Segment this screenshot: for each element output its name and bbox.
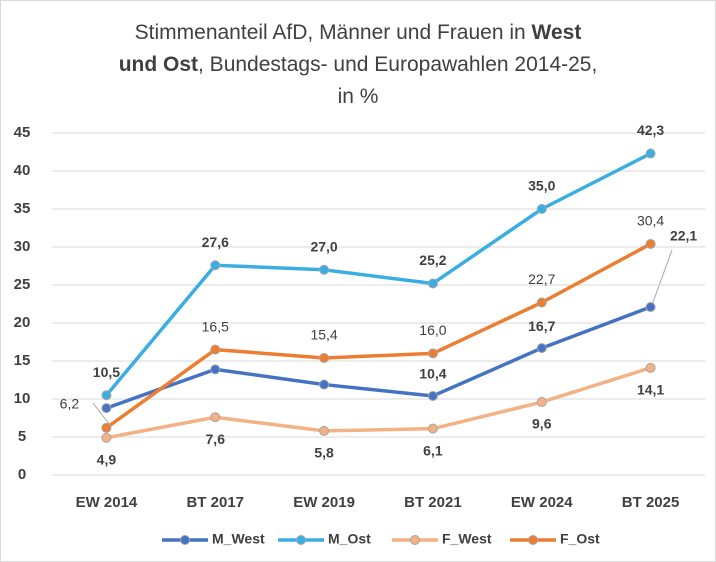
- point-marker: [210, 364, 221, 375]
- legend-label: M_Ost: [328, 531, 371, 547]
- data-label: 15,4: [310, 327, 337, 343]
- data-label: 22,7: [528, 271, 555, 287]
- data-label: 27,6: [202, 234, 229, 250]
- data-label: 16,7: [528, 318, 555, 334]
- data-label: 42,3: [637, 122, 664, 138]
- chart-title: Stimmenanteil AfD, Männer und Frauen in …: [135, 21, 582, 44]
- legend-label: M_West: [212, 531, 265, 547]
- series-line: [105, 242, 652, 430]
- y-tick-label: 10: [14, 390, 31, 407]
- point-marker: [101, 403, 112, 414]
- x-tick-label: EW 2024: [511, 494, 573, 511]
- x-tick-label: EW 2014: [76, 494, 138, 511]
- data-label: 16,0: [419, 322, 446, 338]
- point-marker: [101, 390, 112, 401]
- data-label: 4,9: [97, 451, 117, 467]
- title-part: und Ost: [119, 53, 198, 76]
- data-label: 10,5: [93, 364, 120, 380]
- point-marker: [210, 344, 221, 355]
- point-marker: [427, 390, 438, 401]
- point-marker: [427, 348, 438, 359]
- point-marker: [536, 297, 547, 308]
- leader-line: [651, 249, 673, 306]
- data-label: 7,6: [206, 431, 226, 447]
- x-tick-label: BT 2025: [622, 494, 680, 511]
- legend-label: F_Ost: [560, 531, 600, 547]
- y-tick-label: 15: [14, 352, 31, 369]
- title-part: West: [532, 21, 582, 44]
- series-line: [105, 151, 652, 397]
- point-marker: [319, 425, 330, 436]
- data-label: 30,4: [637, 213, 664, 229]
- data-label: 6,2: [60, 396, 80, 412]
- data-label: 9,6: [532, 416, 552, 432]
- y-tick-label: 25: [14, 276, 31, 293]
- data-label: 35,0: [528, 178, 555, 194]
- y-tick-label: 20: [14, 314, 31, 331]
- chart-title: und Ost, Bundestags- und Europawahlen 20…: [119, 53, 598, 76]
- y-tick-label: 40: [14, 162, 31, 179]
- legend-marker: [528, 535, 538, 545]
- legend-label: F_West: [442, 531, 492, 547]
- data-label: 14,1: [637, 382, 664, 398]
- leader-line: [92, 402, 111, 426]
- y-tick-label: 45: [14, 124, 31, 141]
- point-marker: [101, 422, 112, 433]
- y-tick-label: 35: [14, 200, 31, 217]
- data-label: 16,5: [202, 318, 229, 334]
- point-marker: [536, 204, 547, 214]
- data-label: 22,1: [670, 228, 697, 244]
- point-marker: [210, 412, 221, 423]
- y-tick-label: 5: [18, 428, 26, 445]
- point-marker: [427, 278, 438, 289]
- data-label: 6,1: [423, 442, 443, 458]
- x-tick-label: BT 2021: [404, 494, 462, 511]
- data-label: 10,4: [419, 366, 446, 382]
- legend-marker: [180, 535, 190, 545]
- data-label: 27,0: [310, 239, 337, 255]
- point-marker: [645, 302, 656, 313]
- data-label: 5,8: [314, 445, 334, 461]
- point-marker: [536, 397, 547, 408]
- point-marker: [645, 238, 656, 249]
- point-marker: [210, 260, 221, 271]
- title-part: Stimmenanteil AfD, Männer und Frauen in: [135, 21, 532, 44]
- point-marker: [645, 362, 656, 373]
- point-marker: [319, 379, 330, 390]
- legend-marker: [296, 535, 306, 545]
- x-tick-label: EW 2019: [293, 494, 355, 511]
- chart-title: in %: [338, 85, 379, 108]
- data-label: 25,2: [419, 252, 446, 268]
- point-marker: [319, 264, 330, 275]
- series-line: [106, 366, 652, 440]
- y-tick-label: 30: [14, 238, 31, 255]
- title-part: in %: [338, 85, 379, 108]
- series-line: [105, 305, 652, 410]
- x-tick-label: BT 2017: [186, 494, 244, 511]
- legend-marker: [410, 535, 420, 545]
- point-marker: [645, 148, 656, 159]
- y-tick-label: 0: [18, 466, 26, 483]
- point-marker: [319, 352, 330, 363]
- title-part: , Bundestags- und Europawahlen 2014-25,: [198, 53, 597, 76]
- point-marker: [427, 423, 438, 434]
- point-marker: [101, 432, 112, 443]
- point-marker: [536, 343, 547, 354]
